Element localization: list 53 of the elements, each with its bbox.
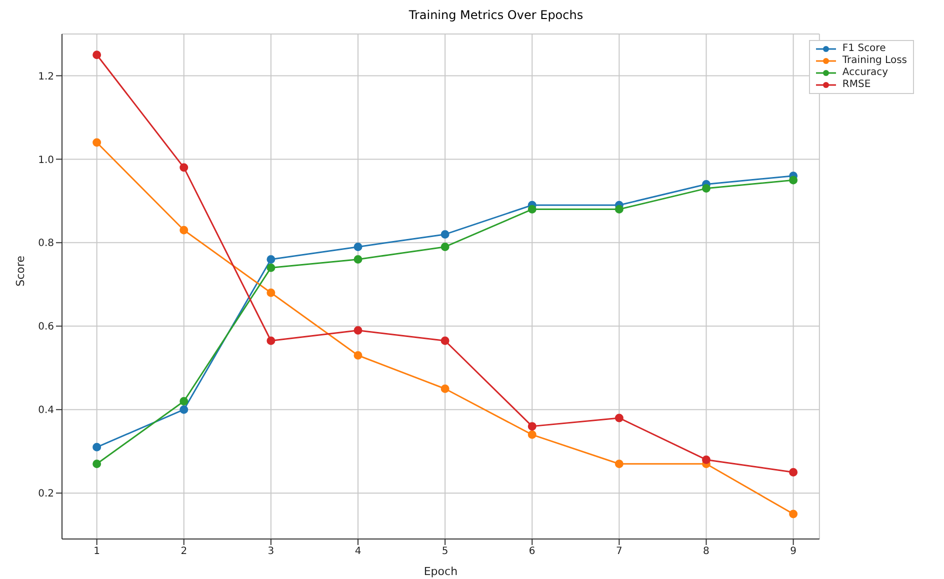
point bbox=[614, 460, 624, 468]
point bbox=[180, 405, 188, 414]
y-tick-label: 1.2 bbox=[38, 71, 54, 82]
x-tick-label: 8 bbox=[703, 546, 710, 558]
legend-label: RMSE bbox=[842, 79, 871, 91]
point bbox=[528, 430, 536, 439]
x-tick-label: 5 bbox=[442, 546, 448, 558]
point bbox=[92, 138, 102, 147]
point bbox=[180, 397, 188, 406]
point bbox=[789, 176, 798, 184]
point bbox=[528, 422, 536, 431]
legend-label: Training Loss bbox=[842, 55, 907, 67]
x-tick-label: 2 bbox=[180, 546, 188, 558]
y-tick-label: 0.6 bbox=[38, 322, 54, 333]
point bbox=[266, 336, 276, 346]
point bbox=[180, 163, 188, 172]
x-tick-label: 4 bbox=[354, 546, 362, 558]
y-tick-label: 0.2 bbox=[38, 488, 54, 500]
x-tick-label: 3 bbox=[268, 546, 274, 558]
point bbox=[440, 384, 450, 393]
point bbox=[354, 242, 362, 252]
x-tick-label: 1 bbox=[94, 546, 100, 558]
y-tick-label: 1.0 bbox=[38, 154, 54, 166]
point bbox=[180, 226, 188, 234]
point bbox=[92, 460, 102, 468]
x-tick-label: 9 bbox=[790, 546, 796, 558]
point bbox=[614, 414, 624, 422]
point bbox=[266, 263, 276, 272]
point bbox=[702, 455, 710, 464]
y-tick-label: 0.4 bbox=[38, 405, 54, 416]
chart-title: Training Metrics Over Epochs bbox=[408, 8, 584, 24]
x-axis-title: Epoch bbox=[424, 565, 458, 578]
point bbox=[789, 510, 798, 518]
legend-label: Accuracy bbox=[842, 67, 888, 79]
point bbox=[440, 230, 450, 239]
point bbox=[266, 288, 276, 298]
y-axis-title: Score bbox=[14, 255, 27, 286]
point bbox=[440, 336, 450, 346]
point bbox=[702, 184, 710, 193]
x-tick-label: 6 bbox=[528, 546, 536, 558]
legend-label: F1 Score bbox=[842, 43, 886, 55]
point bbox=[528, 205, 536, 214]
y-tick-label: 0.8 bbox=[38, 238, 54, 250]
point bbox=[266, 255, 276, 264]
point bbox=[354, 351, 362, 360]
point bbox=[354, 255, 362, 264]
point bbox=[789, 468, 798, 476]
point bbox=[614, 205, 624, 214]
point bbox=[354, 326, 362, 335]
point bbox=[440, 242, 450, 252]
x-tick-label: 7 bbox=[616, 546, 622, 558]
point bbox=[92, 50, 102, 60]
point bbox=[92, 442, 102, 452]
